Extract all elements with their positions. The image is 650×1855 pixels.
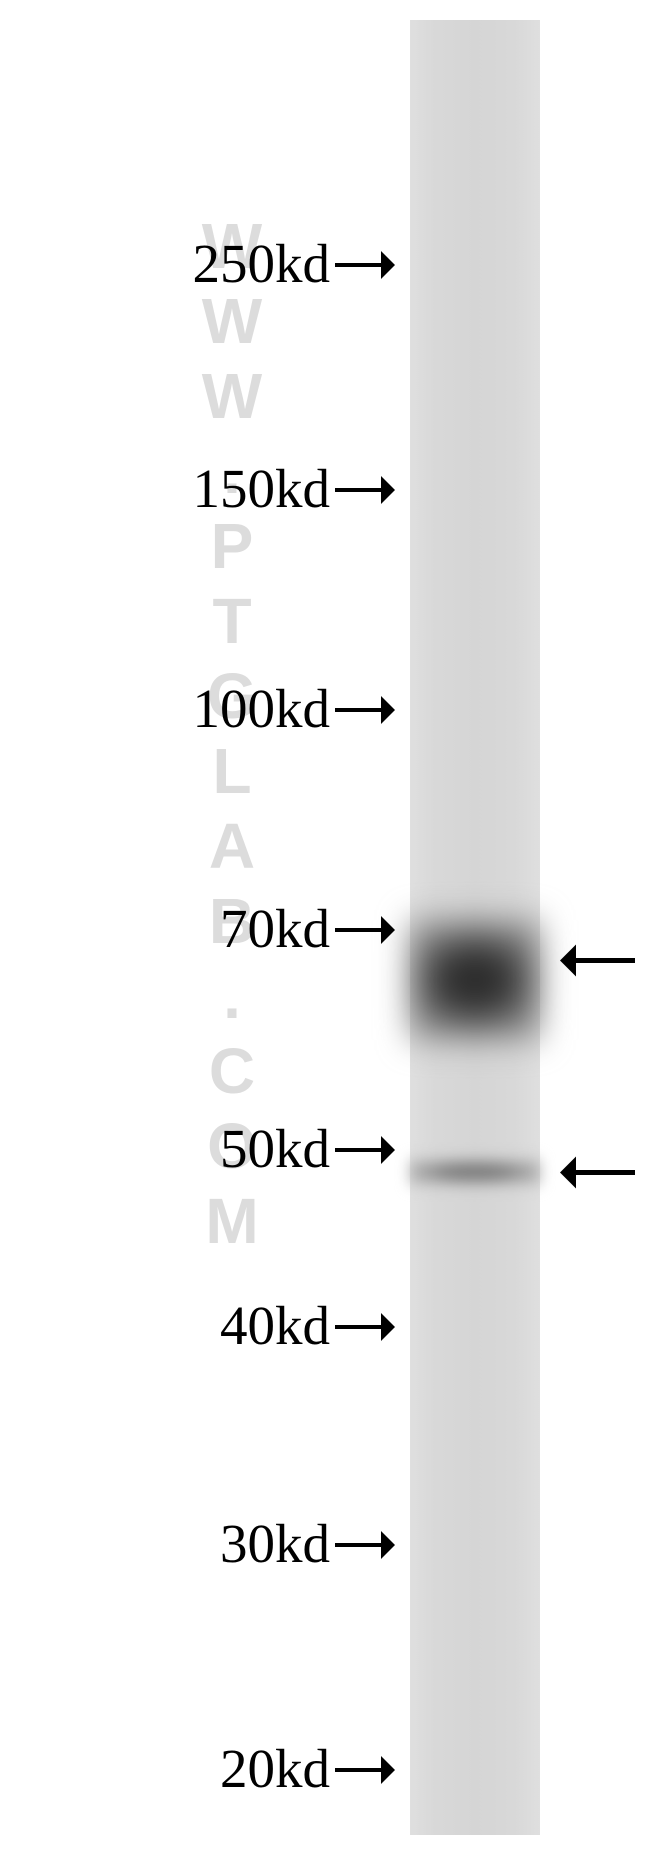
western-blot-figure: WWW.PTGLAB.COM 250kd150kd100kd70kd50kd40…: [0, 0, 650, 1855]
mw-marker-arrow-icon: [335, 474, 395, 511]
mw-marker-arrow-icon: [335, 1134, 395, 1171]
protein-band-1: [410, 1158, 540, 1186]
gel-lane: [410, 20, 540, 1835]
mw-marker-arrow-icon: [335, 249, 395, 286]
band-indicator-arrow-icon: [560, 1154, 635, 1196]
mw-marker-label-150: 150kd: [193, 457, 331, 520]
protein-band-0: [410, 920, 540, 1040]
mw-marker-arrow-icon: [335, 1529, 395, 1566]
mw-marker-arrow-icon: [335, 694, 395, 731]
mw-marker-label-70: 70kd: [220, 897, 330, 960]
mw-marker-label-20: 20kd: [220, 1737, 330, 1800]
mw-marker-label-100: 100kd: [193, 677, 331, 740]
mw-marker-arrow-icon: [335, 1311, 395, 1348]
band-indicator-arrow-icon: [560, 942, 635, 984]
mw-marker-arrow-icon: [335, 914, 395, 951]
mw-marker-arrow-icon: [335, 1754, 395, 1791]
mw-marker-label-40: 40kd: [220, 1294, 330, 1357]
mw-marker-label-30: 30kd: [220, 1512, 330, 1575]
mw-marker-label-50: 50kd: [220, 1117, 330, 1180]
mw-marker-label-250: 250kd: [193, 232, 331, 295]
